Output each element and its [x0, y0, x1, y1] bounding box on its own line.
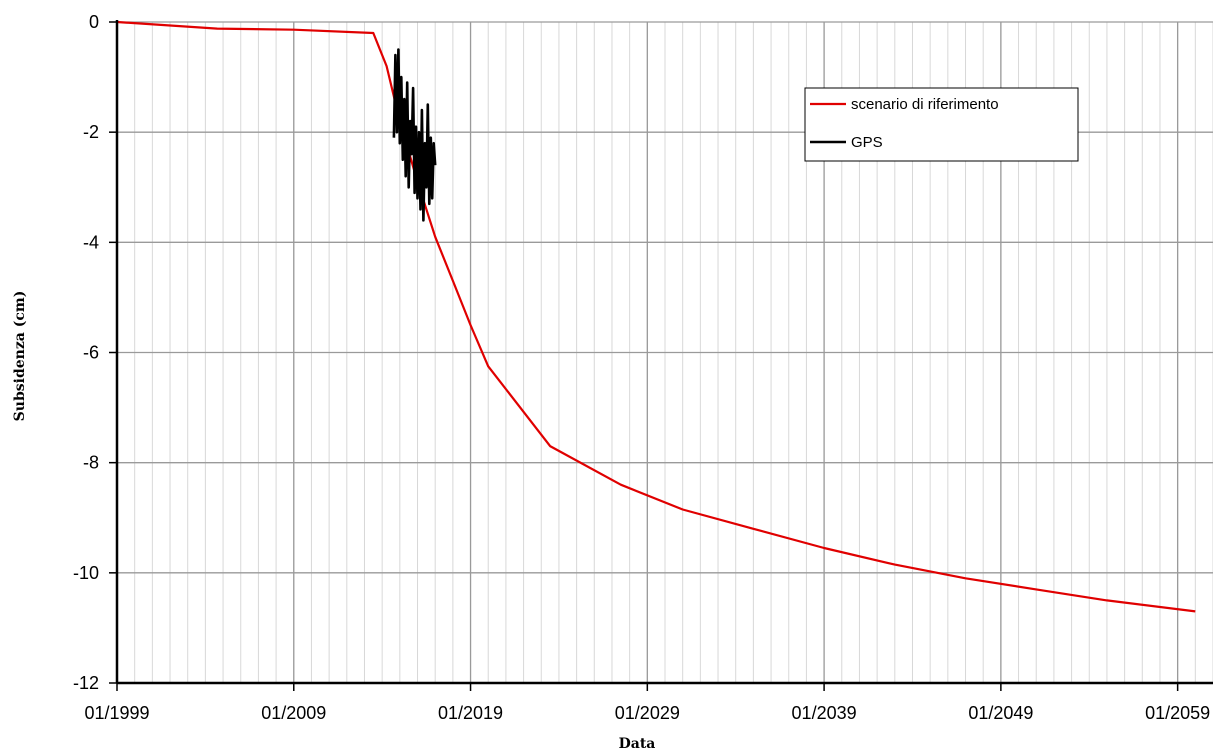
x-tick-label: 01/2019: [438, 703, 503, 723]
y-tick-label: -8: [83, 453, 99, 473]
series-line-gps: [392, 48, 437, 222]
y-tick-label: 0: [89, 12, 99, 32]
tick-labels: 01/1999 01/2009 01/2019 01/2029 01/2039 01/20…: [73, 12, 1210, 723]
y-tick-label: -10: [73, 563, 99, 583]
legend-box: [804, 87, 1079, 162]
x-tick-label: 01/2049: [968, 703, 1033, 723]
grid: [117, 21, 1213, 683]
legend: scenario di riferimento GPS: [804, 87, 1079, 162]
y-tick-label: -12: [73, 673, 99, 693]
x-tick-label: 01/1999: [84, 703, 149, 723]
x-axis-title: Data: [619, 736, 656, 752]
x-tick-label: 01/2039: [792, 703, 857, 723]
legend-label-scenario: scenario di riferimento: [851, 96, 999, 113]
series-line-scenario: [116, 20, 1196, 613]
y-tick-label: -4: [83, 232, 99, 252]
x-tick-label: 01/2029: [615, 703, 680, 723]
y-axis-title: Subsidenza (cm): [12, 291, 28, 422]
y-tick-label: -6: [83, 343, 99, 363]
plot-series: [116, 20, 1196, 613]
legend-label-gps: GPS: [851, 134, 883, 151]
x-tick-label: 01/2009: [261, 703, 326, 723]
x-tick-label: 01/2059: [1145, 703, 1210, 723]
axes: [109, 20, 1213, 691]
y-tick-label: -2: [83, 122, 99, 142]
